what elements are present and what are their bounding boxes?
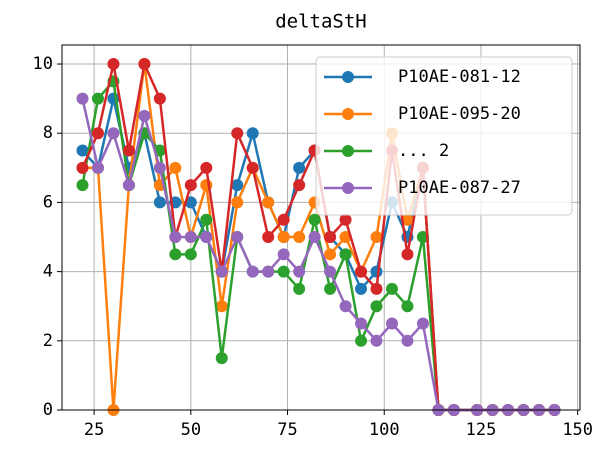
marker — [401, 300, 414, 313]
marker — [184, 248, 197, 261]
marker — [215, 352, 228, 365]
marker — [355, 265, 368, 278]
x-tick-label: 125 — [466, 420, 497, 440]
marker — [231, 196, 244, 209]
marker — [293, 282, 306, 295]
marker — [76, 92, 89, 105]
marker — [184, 231, 197, 244]
marker — [339, 300, 352, 313]
marker — [76, 161, 89, 174]
marker — [107, 58, 120, 71]
marker — [246, 265, 259, 278]
marker — [355, 282, 368, 295]
marker — [293, 161, 306, 174]
marker — [277, 265, 290, 278]
marker — [215, 300, 228, 313]
marker — [308, 213, 321, 226]
y-tick-label: 2 — [43, 331, 53, 351]
marker — [370, 334, 383, 347]
marker — [277, 213, 290, 226]
legend-marker — [342, 108, 354, 120]
legend-label: P10AE-087-27 — [398, 178, 521, 198]
marker — [262, 196, 275, 209]
marker — [200, 161, 213, 174]
marker — [215, 265, 228, 278]
marker — [91, 92, 104, 105]
legend-label: ... 2 — [398, 141, 449, 161]
marker — [401, 334, 414, 347]
marker — [324, 282, 337, 295]
marker — [385, 317, 398, 330]
marker — [231, 179, 244, 192]
marker — [91, 127, 104, 140]
x-tick-label: 25 — [84, 420, 104, 440]
marker — [401, 213, 414, 226]
marker — [200, 231, 213, 244]
y-tick-label: 10 — [33, 54, 53, 74]
marker — [169, 231, 182, 244]
marker — [91, 161, 104, 174]
marker — [107, 127, 120, 140]
marker — [370, 282, 383, 295]
marker — [293, 265, 306, 278]
y-tick-label: 0 — [43, 400, 53, 420]
x-tick-label: 50 — [181, 420, 201, 440]
marker — [416, 317, 429, 330]
marker — [231, 231, 244, 244]
marker — [231, 127, 244, 140]
marker — [246, 161, 259, 174]
marker — [401, 248, 414, 261]
marker — [370, 265, 383, 278]
marker — [293, 231, 306, 244]
marker — [370, 231, 383, 244]
marker — [169, 161, 182, 174]
marker — [262, 265, 275, 278]
marker — [293, 179, 306, 192]
marker — [355, 334, 368, 347]
marker — [200, 213, 213, 226]
marker — [122, 144, 135, 157]
y-tick-label: 4 — [43, 262, 53, 282]
marker — [138, 109, 151, 122]
y-tick-label: 6 — [43, 192, 53, 212]
marker — [122, 179, 135, 192]
marker — [76, 144, 89, 157]
x-tick-label: 100 — [369, 420, 400, 440]
marker — [339, 213, 352, 226]
marker — [76, 179, 89, 192]
y-tick-label: 8 — [43, 123, 53, 143]
marker — [169, 248, 182, 261]
legend-marker — [342, 145, 354, 157]
legend-marker — [342, 71, 354, 83]
marker — [153, 92, 166, 105]
marker — [277, 248, 290, 261]
marker — [339, 248, 352, 261]
marker — [324, 265, 337, 278]
marker — [246, 127, 259, 140]
marker — [324, 231, 337, 244]
x-tick-label: 150 — [562, 420, 593, 440]
marker — [308, 231, 321, 244]
marker — [385, 282, 398, 295]
marker — [184, 179, 197, 192]
axes-frame — [61, 44, 581, 411]
legend-label: P10AE-081-12 — [398, 67, 521, 87]
x-tick-label: 75 — [277, 420, 297, 440]
marker — [324, 248, 337, 261]
marker — [153, 161, 166, 174]
legend-label: P10AE-095-20 — [398, 104, 521, 124]
marker — [370, 300, 383, 313]
marker — [138, 58, 151, 71]
marker — [277, 231, 290, 244]
marker — [355, 317, 368, 330]
legend-box — [315, 56, 573, 216]
marker — [262, 231, 275, 244]
legend-marker — [342, 182, 354, 194]
chart-title: deltaStH — [275, 11, 367, 33]
marker — [153, 196, 166, 209]
legend: P10AE-081-12 P10AE-095-20 ... 2 P10AE-087-2… — [315, 56, 573, 216]
